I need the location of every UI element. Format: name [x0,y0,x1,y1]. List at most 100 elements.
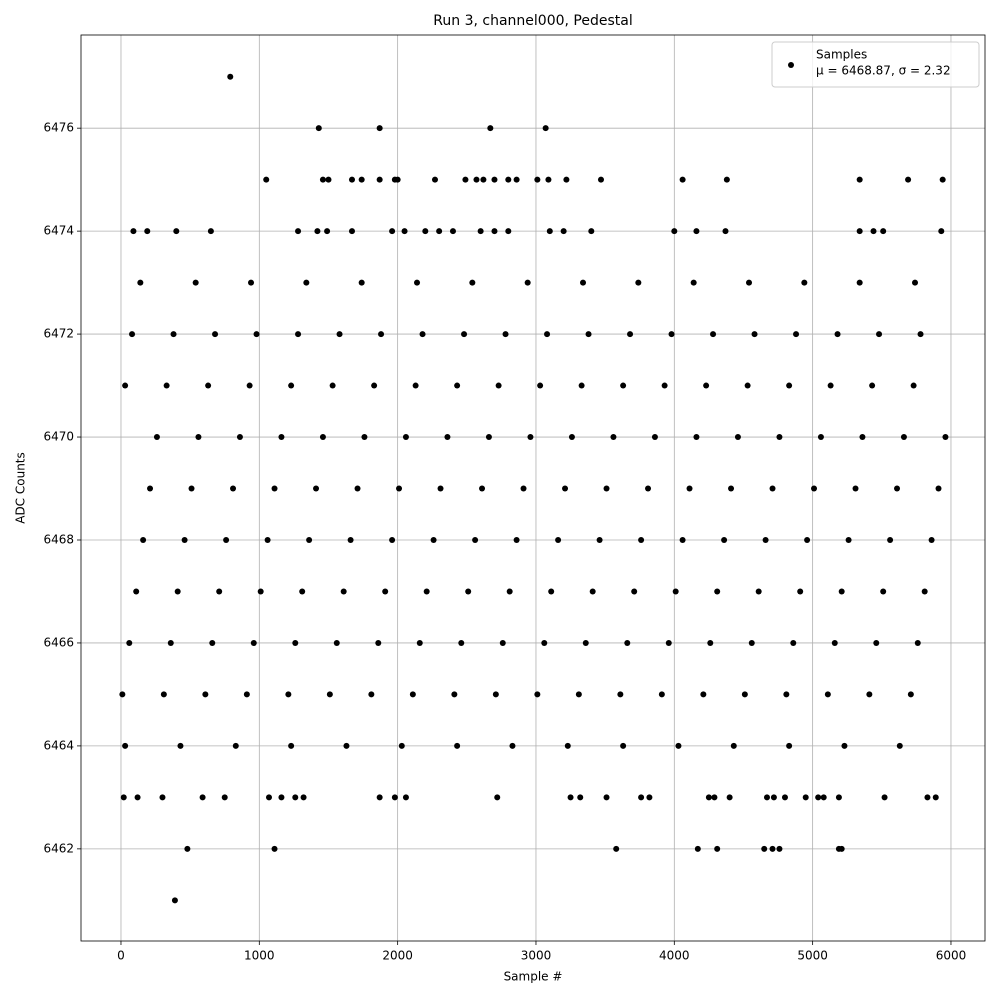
data-point [216,588,223,595]
data-point [122,382,129,389]
data-point [348,228,355,235]
data-point [348,176,355,183]
y-tick-label: 6464 [43,738,74,752]
data-point [790,639,797,646]
data-point [801,279,808,286]
data-point [120,794,127,801]
data-point [894,485,901,492]
x-tick-label: 1000 [244,949,275,963]
data-point [306,536,313,543]
data-point [431,176,438,183]
data-point [939,176,946,183]
data-point [163,382,170,389]
data-point [645,485,652,492]
data-point [770,794,777,801]
data-point [786,382,793,389]
data-point [230,485,237,492]
data-point [126,639,133,646]
data-point [479,485,486,492]
data-point [371,382,378,389]
x-tick-label: 4000 [659,949,690,963]
data-point [942,434,949,441]
data-point [831,639,838,646]
x-tick-label: 5000 [797,949,828,963]
data-point [491,176,498,183]
data-point [412,382,419,389]
data-point [755,588,762,595]
data-point [896,742,903,749]
data-point [672,588,679,595]
data-point [693,434,700,441]
data-point [401,228,408,235]
x-tick-label: 3000 [521,949,552,963]
data-point [585,331,592,338]
chart-title: Run 3, channel000, Pedestal [433,13,632,29]
data-point [495,382,502,389]
data-point [423,588,430,595]
data-point [567,794,574,801]
data-point [315,125,322,132]
data-point [534,176,541,183]
data-point [845,536,852,543]
y-tick-label: 6470 [43,430,74,444]
data-point [820,794,827,801]
data-point [873,639,880,646]
data-point [675,742,682,749]
data-point [419,331,426,338]
data-point [492,691,499,698]
data-point [487,125,494,132]
data-point [402,434,409,441]
data-point [700,691,707,698]
data-point [232,742,239,749]
data-point [613,845,620,852]
data-point [577,794,584,801]
data-point [876,331,883,338]
y-tick-label: 6466 [43,635,74,649]
data-point [209,639,216,646]
x-tick-label: 2000 [382,949,413,963]
data-point [295,228,302,235]
data-point [705,794,712,801]
data-point [461,331,468,338]
data-point [707,639,714,646]
data-point [285,691,292,698]
data-point [192,279,199,286]
data-point [703,382,710,389]
data-point [472,536,479,543]
data-point [396,485,403,492]
data-point [924,794,931,801]
data-point [661,382,668,389]
data-point [378,331,385,338]
data-point [603,485,610,492]
data-point [580,279,587,286]
data-point [416,639,423,646]
x-tick-label: 6000 [936,949,967,963]
data-point [651,434,658,441]
data-point [477,228,484,235]
data-point [834,331,841,338]
data-point [638,536,645,543]
data-point [728,485,735,492]
data-point [223,536,230,543]
data-point [361,434,368,441]
data-point [236,434,243,441]
data-point [921,588,928,595]
data-point [542,125,549,132]
data-point [589,588,596,595]
data-point [382,588,389,595]
data-point [506,588,513,595]
data-point [485,434,492,441]
y-axis-label: ADC Counts [14,452,28,524]
data-point [246,382,253,389]
data-point [763,794,770,801]
data-point [436,228,443,235]
data-point [856,279,863,286]
data-point [520,485,527,492]
data-point [303,279,310,286]
data-point [905,176,912,183]
data-point [499,639,506,646]
data-point [358,279,365,286]
data-point [177,742,184,749]
data-point [140,536,147,543]
data-point [928,536,935,543]
